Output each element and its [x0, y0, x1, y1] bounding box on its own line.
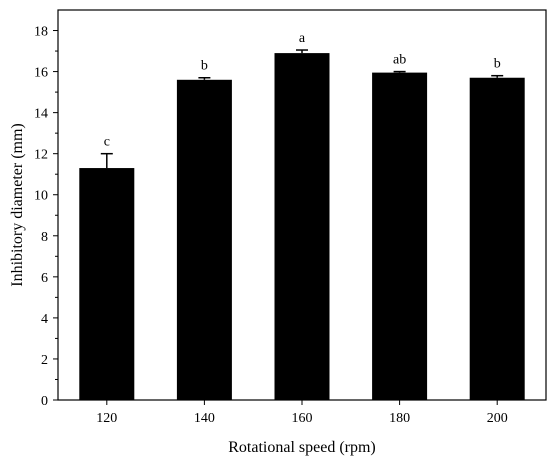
- x-tick-label: 180: [389, 411, 410, 426]
- significance-labels-group: c b a ab b: [104, 31, 501, 150]
- x-axis-title: Rotational speed (rpm): [228, 439, 376, 456]
- significance-label-160: a: [299, 31, 306, 46]
- significance-label-140: b: [201, 59, 208, 74]
- y-tick-label: 10: [34, 189, 48, 204]
- y-tick-label: 8: [41, 230, 48, 245]
- bar-200: [469, 77, 525, 400]
- bar-160: [274, 53, 330, 401]
- bar-180: [372, 72, 428, 401]
- bars-group: [79, 53, 525, 401]
- y-tick-label: 18: [34, 25, 48, 40]
- y-axis-title: Inhibitory diameter (mm): [9, 123, 26, 287]
- y-tick-label: 4: [41, 312, 48, 327]
- error-bars-group: [100, 49, 504, 169]
- x-tick-label: 160: [292, 411, 313, 426]
- y-tick-label: 0: [41, 394, 48, 409]
- y-tick-label: 16: [34, 66, 48, 81]
- y-tick-label: 14: [34, 107, 48, 122]
- significance-label-120: c: [104, 135, 110, 150]
- x-tick-label: 140: [194, 411, 215, 426]
- y-tick-label: 6: [41, 271, 48, 286]
- bar-140: [176, 79, 232, 400]
- x-axis-ticks: 120 140 160 180 200: [96, 400, 508, 426]
- bar-120: [79, 168, 135, 400]
- x-tick-label: 120: [96, 411, 117, 426]
- y-axis-ticks: 0 2 4 6 8 10 12 14 16 18: [34, 25, 58, 409]
- x-tick-label: 200: [487, 411, 508, 426]
- y-tick-label: 12: [34, 148, 48, 163]
- significance-label-180: ab: [393, 53, 406, 68]
- y-tick-label: 2: [41, 353, 48, 368]
- significance-label-200: b: [494, 57, 501, 72]
